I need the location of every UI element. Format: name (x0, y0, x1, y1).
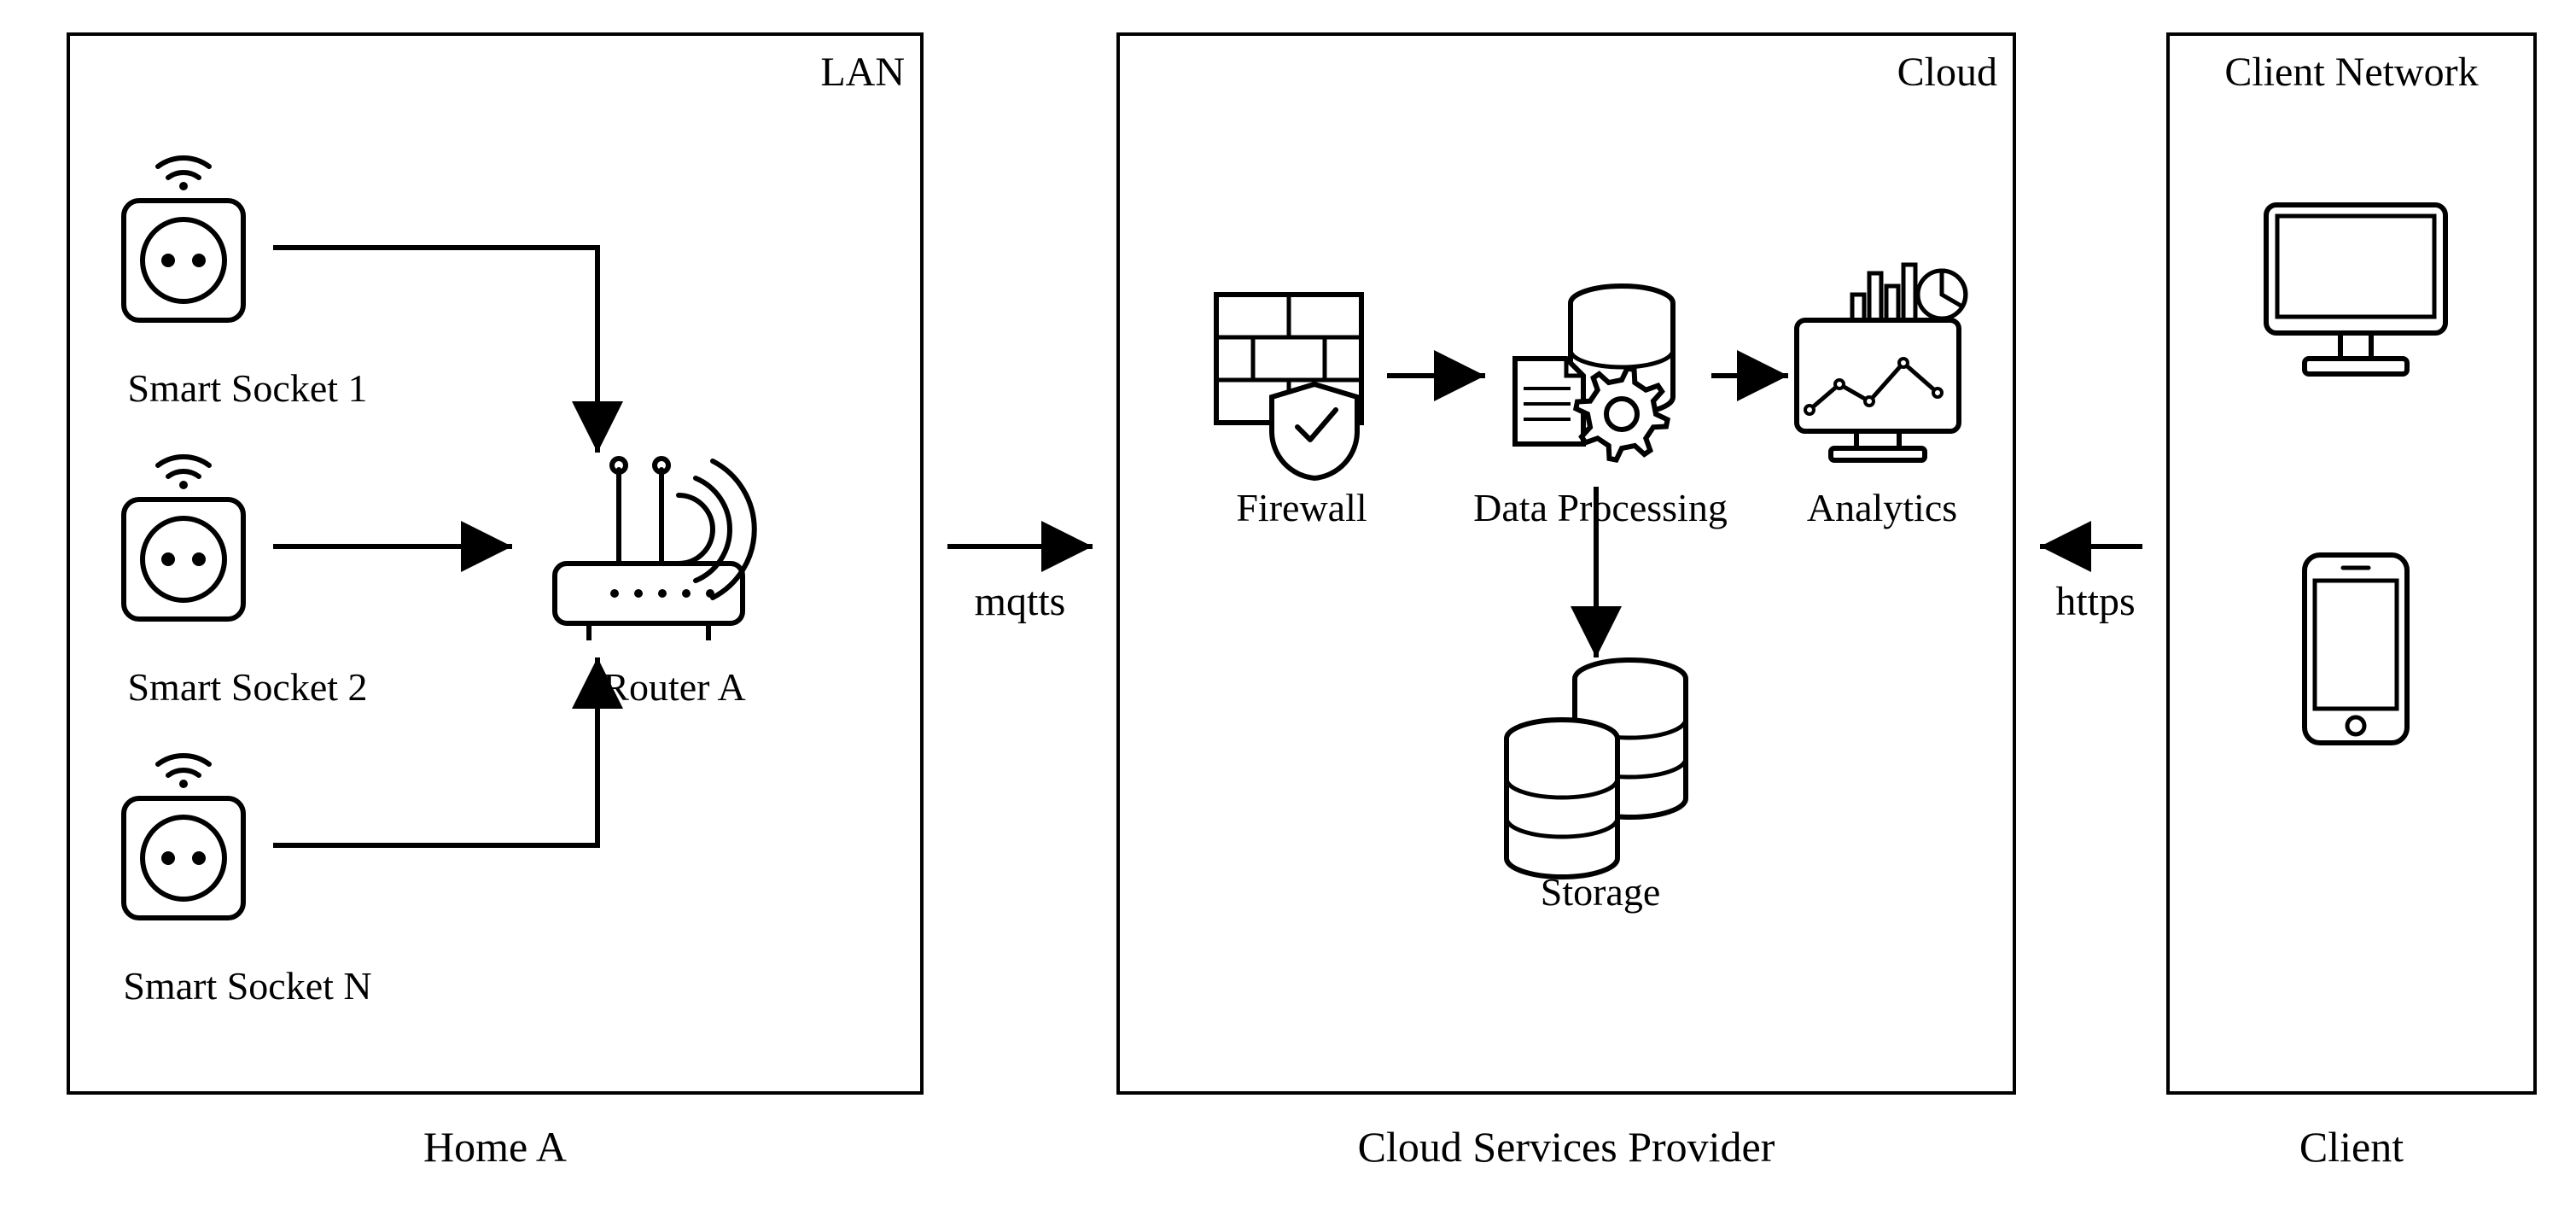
box-cloud: Cloud Cloud Services Provider (1118, 34, 2014, 1171)
node-firewall: Firewall (1236, 486, 1367, 529)
box-client-title: Client Network (2224, 50, 2478, 95)
router-icon (555, 459, 755, 640)
socket2-icon (124, 457, 243, 619)
socketN-icon (124, 756, 243, 918)
node-analytics-label: Analytics (1807, 486, 1957, 529)
box-lan-title: LAN (820, 50, 905, 95)
node-router: Router A (603, 665, 745, 709)
box-cloud-bottom-label: Cloud Services Provider (1358, 1123, 1775, 1171)
firewall-icon (1216, 295, 1361, 478)
socket1-icon (124, 158, 243, 320)
node-socketN-label: Smart Socket N (123, 964, 371, 1008)
node-socket2: Smart Socket 2 (127, 665, 367, 709)
node-proc: Data Processing (1473, 486, 1728, 529)
edge-lan-cloud-label: mqtts (975, 579, 1066, 624)
node-socketN: Smart Socket N (123, 964, 371, 1008)
node-router-label: Router A (603, 665, 745, 709)
pc-icon (2266, 205, 2445, 374)
edge-client-cloud-label: https (2055, 579, 2135, 624)
node-analytics: Analytics (1807, 486, 1957, 529)
box-client-bottom-label: Client (2299, 1123, 2404, 1171)
edge-s1-router (273, 248, 597, 453)
node-socket1: Smart Socket 1 (127, 366, 367, 410)
box-lan-bottom-label: Home A (423, 1123, 567, 1171)
edge-client-cloud: https (2040, 546, 2142, 624)
analytics-icon (1797, 265, 1966, 460)
node-socket2-label: Smart Socket 2 (127, 665, 367, 709)
node-firewall-label: Firewall (1236, 486, 1367, 529)
box-cloud-title: Cloud (1897, 50, 1997, 95)
node-proc-label: Data Processing (1473, 486, 1728, 529)
node-socket1-label: Smart Socket 1 (127, 366, 367, 410)
edge-lan-cloud: mqtts (947, 546, 1093, 624)
proc-icon (1515, 286, 1673, 460)
storage-icon (1507, 660, 1686, 877)
phone-icon (2305, 555, 2407, 743)
